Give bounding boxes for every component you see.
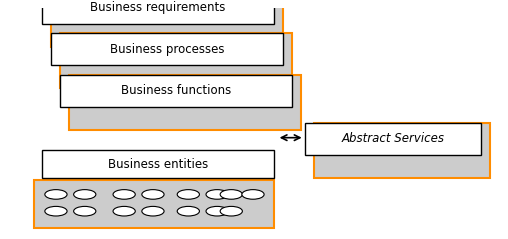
Bar — [313, 123, 490, 178]
Bar — [69, 75, 301, 130]
Bar — [60, 75, 293, 107]
Text: Business entities: Business entities — [108, 158, 208, 171]
Ellipse shape — [142, 190, 164, 199]
Ellipse shape — [177, 190, 200, 199]
Bar — [304, 123, 482, 155]
Ellipse shape — [142, 206, 164, 216]
Ellipse shape — [206, 190, 228, 199]
Bar — [42, 150, 274, 178]
Bar — [60, 33, 293, 88]
Bar — [51, 0, 283, 47]
Text: Business functions: Business functions — [121, 84, 231, 97]
Bar — [51, 33, 283, 65]
Ellipse shape — [74, 206, 96, 216]
Ellipse shape — [242, 190, 264, 199]
Text: Abstract Services: Abstract Services — [341, 132, 444, 145]
Ellipse shape — [220, 206, 242, 216]
Bar — [34, 180, 274, 228]
Ellipse shape — [113, 206, 135, 216]
Ellipse shape — [113, 190, 135, 199]
Ellipse shape — [45, 206, 67, 216]
Text: Business processes: Business processes — [110, 43, 225, 56]
Ellipse shape — [74, 190, 96, 199]
Ellipse shape — [45, 190, 67, 199]
Ellipse shape — [177, 206, 200, 216]
Ellipse shape — [206, 206, 228, 216]
Ellipse shape — [220, 190, 242, 199]
Text: Business requirements: Business requirements — [90, 1, 226, 14]
Bar — [42, 0, 274, 24]
